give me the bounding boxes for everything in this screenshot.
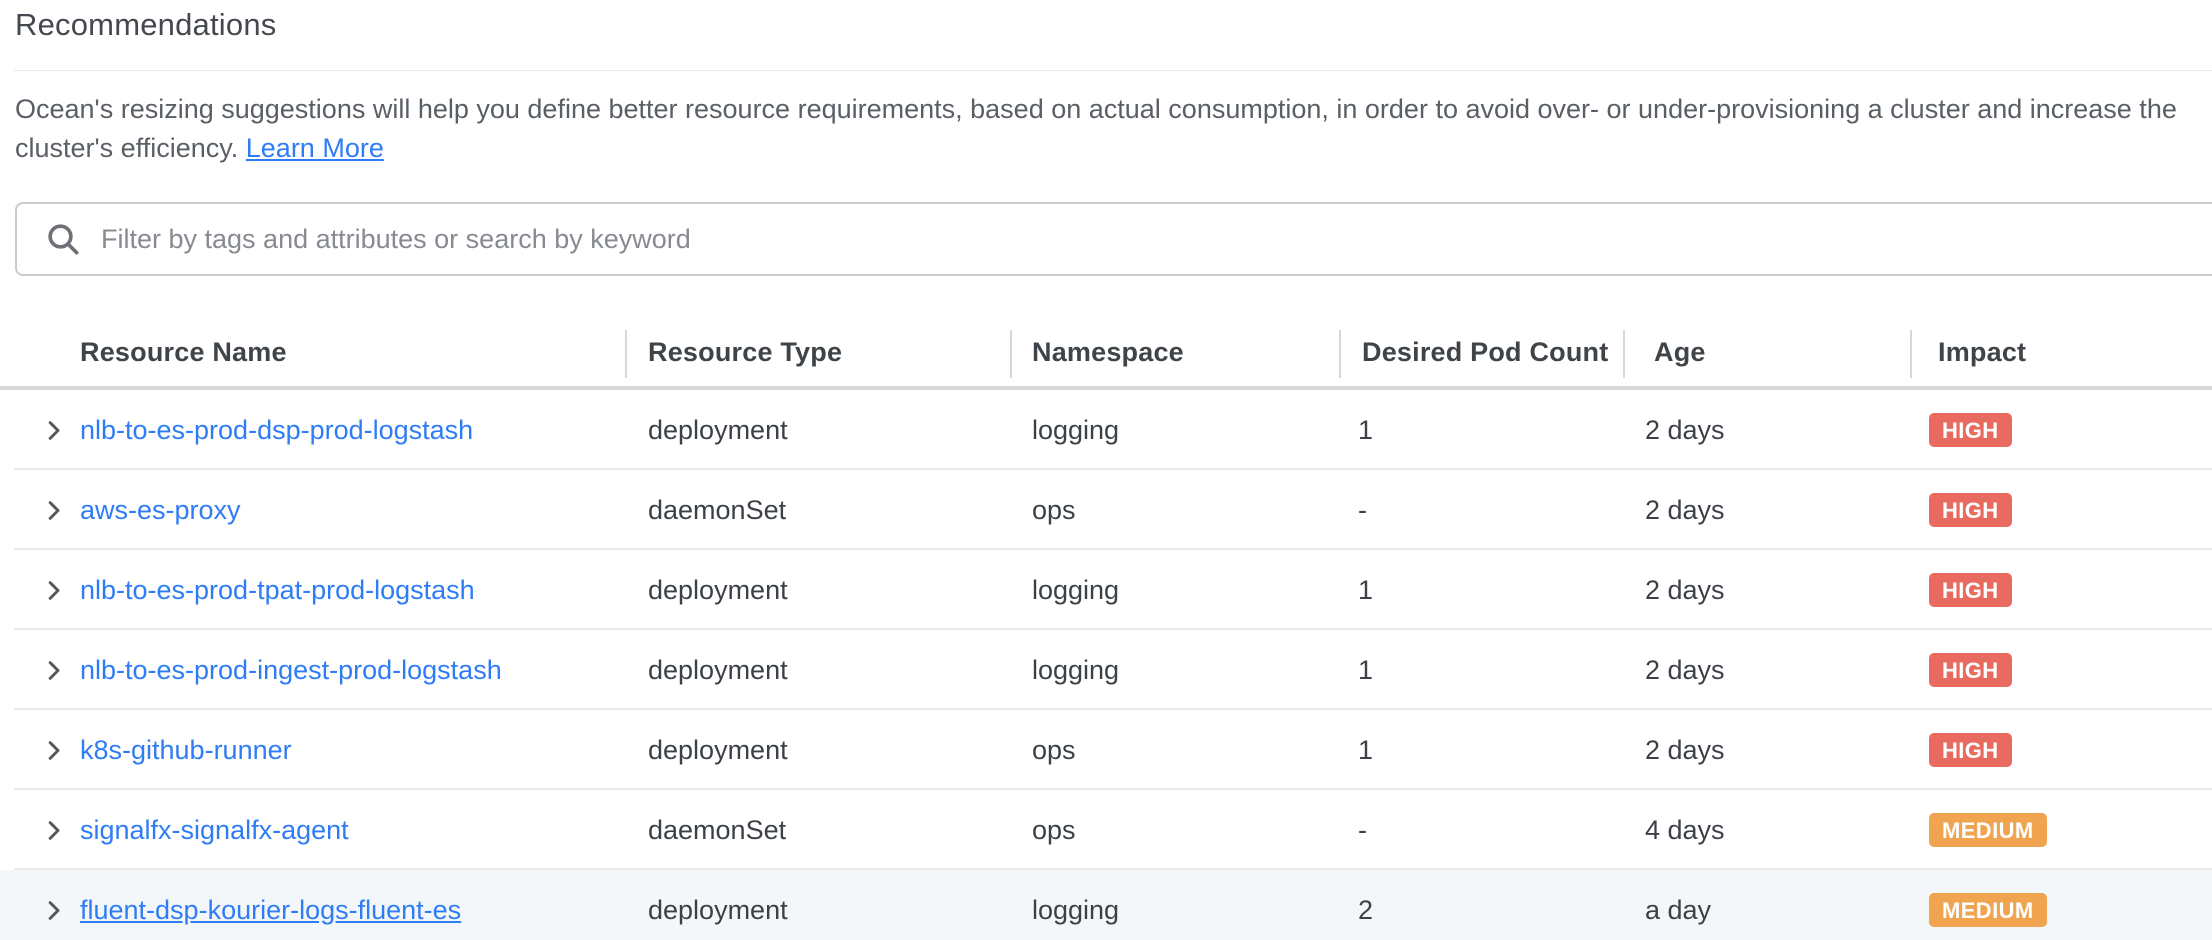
impact-cell: HIGH — [1929, 733, 2212, 767]
table-row[interactable]: fluent-dsp-kourier-logs-fluent-es deploym… — [0, 870, 2212, 940]
table-row[interactable]: aws-es-proxy daemonSet ops - 2 days HIGH — [0, 470, 2212, 550]
chevron-right-icon[interactable] — [14, 497, 80, 524]
resource-name-cell: aws-es-proxy — [80, 495, 648, 526]
resource-name-link[interactable]: k8s-github-runner — [80, 734, 292, 765]
namespace-cell: logging — [1032, 894, 1120, 925]
column-separator — [1339, 330, 1341, 378]
impact-badge: HIGH — [1929, 573, 2012, 607]
resource-name-cell: nlb-to-es-prod-ingest-prod-logstash — [80, 655, 648, 686]
age-cell: 2 days — [1645, 654, 1725, 685]
column-separator — [1010, 330, 1012, 378]
column-header-namespace[interactable]: Namespace — [1032, 336, 1184, 367]
table-row[interactable]: nlb-to-es-prod-dsp-prod-logstash deployme… — [0, 390, 2212, 470]
age-cell: 2 days — [1645, 414, 1725, 445]
column-separator — [625, 330, 627, 378]
impact-badge: HIGH — [1929, 493, 2012, 527]
title-divider — [14, 70, 2212, 71]
resource-name-link[interactable]: nlb-to-es-prod-dsp-prod-logstash — [80, 414, 474, 445]
column-separator — [1623, 330, 1625, 378]
column-header-impact[interactable]: Impact — [1938, 336, 2027, 367]
resource-type-cell: daemonSet — [648, 494, 787, 525]
age-cell: a day — [1645, 894, 1712, 925]
resource-name-link[interactable]: nlb-to-es-prod-ingest-prod-logstash — [80, 654, 502, 685]
age-cell: 4 days — [1645, 814, 1725, 845]
resource-type-cell: deployment — [648, 654, 788, 685]
chevron-right-icon[interactable] — [14, 417, 80, 444]
impact-cell: MEDIUM — [1929, 893, 2212, 927]
namespace-cell: logging — [1032, 654, 1120, 685]
table-row[interactable]: signalfx-signalfx-agent daemonSet ops - 4 da… — [0, 790, 2212, 870]
resource-name-cell: k8s-github-runner — [80, 735, 648, 766]
age-cell: 2 days — [1645, 574, 1725, 605]
impact-cell: HIGH — [1929, 573, 2212, 607]
resource-name-link[interactable]: fluent-dsp-kourier-logs-fluent-es — [80, 894, 462, 925]
impact-cell: HIGH — [1929, 413, 2212, 447]
chevron-right-icon[interactable] — [14, 657, 80, 684]
resource-type-cell: daemonSet — [648, 814, 787, 845]
search-filter-box[interactable] — [15, 202, 2212, 276]
chevron-right-icon[interactable] — [14, 577, 80, 604]
resource-name-link[interactable]: aws-es-proxy — [80, 494, 241, 525]
page-title: Recommendations — [15, 7, 277, 42]
column-header-resource-type[interactable]: Resource Type — [648, 336, 843, 367]
learn-more-link[interactable]: Learn More — [245, 133, 384, 163]
resource-name-cell: signalfx-signalfx-agent — [80, 815, 648, 846]
resource-name-cell: nlb-to-es-prod-tpat-prod-logstash — [80, 575, 648, 606]
impact-cell: HIGH — [1929, 493, 2212, 527]
resource-type-cell: deployment — [648, 414, 788, 445]
chevron-right-icon[interactable] — [14, 737, 80, 764]
impact-badge: HIGH — [1929, 413, 2012, 447]
search-input[interactable] — [101, 209, 2212, 269]
impact-badge: HIGH — [1929, 653, 2012, 687]
impact-badge: MEDIUM — [1929, 893, 2047, 927]
recommendations-table: Resource Name Resource Type Namespace De… — [0, 318, 2212, 940]
resource-type-cell: deployment — [648, 734, 788, 765]
chevron-right-icon[interactable] — [14, 817, 80, 844]
column-header-resource-name[interactable]: Resource Name — [80, 336, 287, 367]
namespace-cell: ops — [1032, 734, 1076, 765]
namespace-cell: ops — [1032, 814, 1076, 845]
impact-badge: HIGH — [1929, 733, 2012, 767]
resource-name-link[interactable]: signalfx-signalfx-agent — [80, 814, 349, 845]
table-row[interactable]: nlb-to-es-prod-tpat-prod-logstash deploym… — [0, 550, 2212, 630]
resource-name-link[interactable]: nlb-to-es-prod-tpat-prod-logstash — [80, 574, 475, 605]
desired-pod-count-cell: 1 — [1358, 654, 1374, 685]
desired-pod-count-cell: - — [1358, 814, 1367, 845]
table-body: nlb-to-es-prod-dsp-prod-logstash deployme… — [0, 390, 2212, 940]
description-text: Ocean's resizing suggestions will help y… — [15, 94, 2177, 163]
chevron-right-icon[interactable] — [14, 897, 80, 924]
desired-pod-count-cell: 1 — [1358, 734, 1374, 765]
desired-pod-count-cell: 2 — [1358, 894, 1374, 925]
namespace-cell: logging — [1032, 414, 1120, 445]
impact-cell: HIGH — [1929, 653, 2212, 687]
namespace-cell: ops — [1032, 494, 1076, 525]
search-icon — [43, 219, 83, 259]
resource-type-cell: deployment — [648, 894, 788, 925]
age-cell: 2 days — [1645, 734, 1725, 765]
table-row[interactable]: k8s-github-runner deployment ops 1 2 days HIG… — [0, 710, 2212, 790]
page-description: Ocean's resizing suggestions will help y… — [15, 90, 2200, 168]
resource-name-cell: fluent-dsp-kourier-logs-fluent-es — [80, 895, 648, 926]
desired-pod-count-cell: - — [1358, 494, 1367, 525]
column-header-age[interactable]: Age — [1654, 336, 1706, 367]
impact-cell: MEDIUM — [1929, 813, 2212, 847]
desired-pod-count-cell: 1 — [1358, 574, 1374, 605]
table-row[interactable]: nlb-to-es-prod-ingest-prod-logstash deplo… — [0, 630, 2212, 710]
table-header: Resource Name Resource Type Namespace De… — [0, 318, 2212, 390]
impact-badge: MEDIUM — [1929, 813, 2047, 847]
resource-name-cell: nlb-to-es-prod-dsp-prod-logstash — [80, 415, 648, 446]
desired-pod-count-cell: 1 — [1358, 414, 1374, 445]
namespace-cell: logging — [1032, 574, 1120, 605]
age-cell: 2 days — [1645, 494, 1725, 525]
column-separator — [1910, 330, 1912, 378]
column-header-desired-pod-count[interactable]: Desired Pod Count — [1362, 336, 1609, 367]
resource-type-cell: deployment — [648, 574, 788, 605]
